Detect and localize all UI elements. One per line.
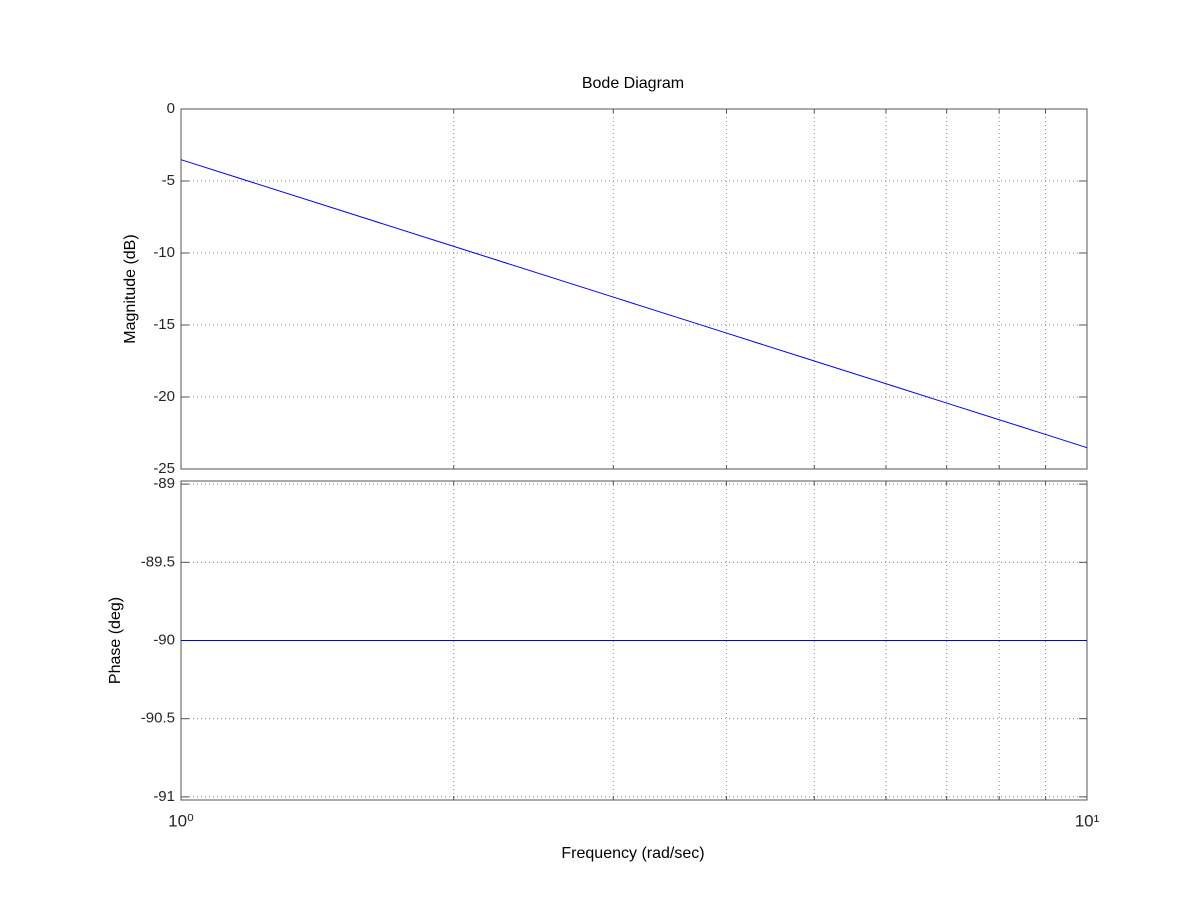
x-tick-label: 10¹ bbox=[1075, 811, 1100, 830]
y-tick-label: -15 bbox=[153, 316, 175, 333]
y-tick-label: -90.5 bbox=[141, 710, 175, 727]
x-axis-label: Frequency (rad/sec) bbox=[561, 845, 704, 862]
y-tick-label: -91 bbox=[153, 788, 175, 805]
y-tick-label: -10 bbox=[153, 244, 175, 261]
axes-frame bbox=[180, 108, 1088, 470]
y-tick-label: -90 bbox=[153, 631, 175, 648]
y-tick-label: 0 bbox=[167, 100, 175, 117]
y-axis-label: Magnitude (dB) bbox=[122, 234, 139, 343]
y-tick-label: -89.5 bbox=[141, 553, 175, 570]
y-tick-label: -5 bbox=[162, 172, 175, 189]
data-line bbox=[180, 159, 1088, 449]
chart-title: Bode Diagram bbox=[582, 75, 684, 92]
y-axis-label: Phase (deg) bbox=[107, 597, 124, 684]
y-tick-label: -25 bbox=[153, 460, 175, 477]
x-tick-label: 10⁰ bbox=[168, 811, 194, 830]
y-tick-label: -89 bbox=[153, 475, 175, 492]
y-tick-label: -20 bbox=[153, 388, 175, 405]
